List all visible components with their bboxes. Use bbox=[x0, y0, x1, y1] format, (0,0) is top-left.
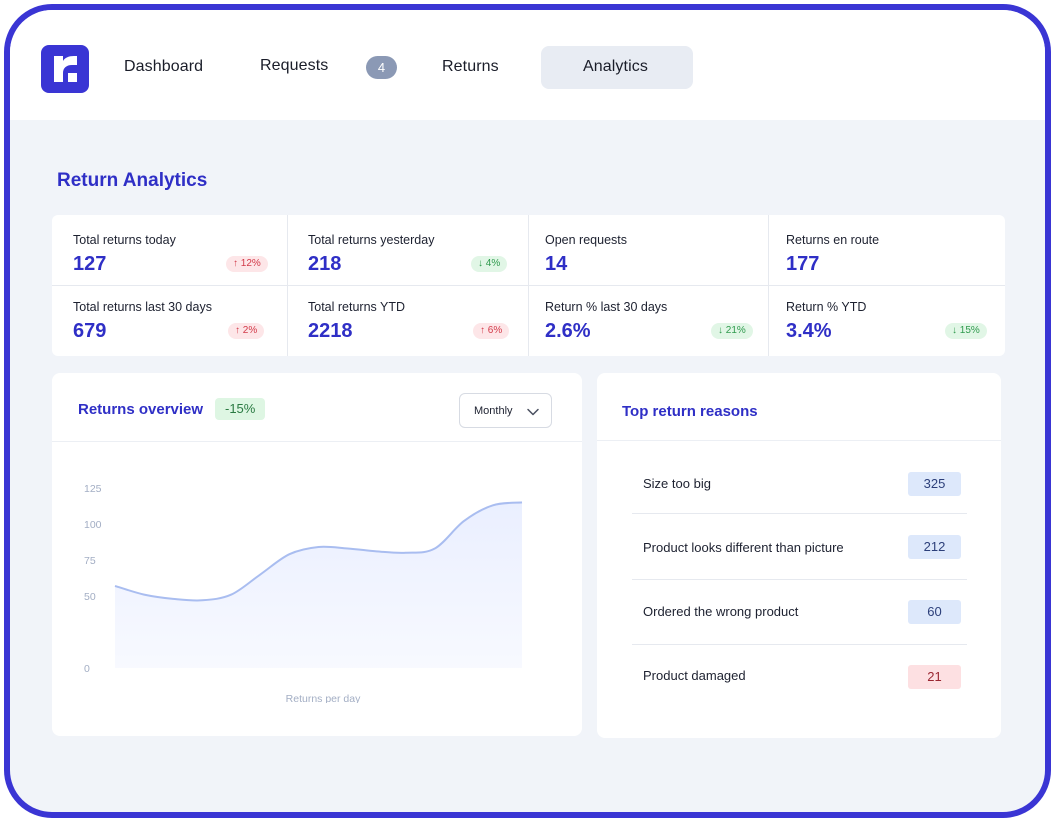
stat-total-returns-today: Total returns today 127 ↑ 12% bbox=[73, 215, 270, 285]
stat-delta-badge: ↓ 21% bbox=[711, 323, 753, 339]
y-tick-label: 0 bbox=[84, 663, 90, 675]
tab-dashboard[interactable]: Dashboard bbox=[124, 58, 204, 75]
reason-row-looks-different: Product looks different than picture 212 bbox=[632, 520, 967, 584]
reason-label: Ordered the wrong product bbox=[643, 604, 799, 619]
period-dropdown[interactable]: Monthly bbox=[459, 393, 552, 428]
chevron-down-icon bbox=[527, 408, 539, 416]
stat-value: 127 bbox=[73, 253, 107, 275]
y-tick-label: 50 bbox=[84, 591, 96, 603]
page-title: Return Analytics bbox=[57, 170, 208, 191]
chart-area-fill bbox=[115, 502, 522, 668]
row-divider bbox=[632, 513, 967, 514]
top-return-reasons-card: Top return reasons Size too big 325 Prod… bbox=[597, 373, 1001, 738]
stat-label: Open requests bbox=[545, 233, 627, 247]
tab-returns[interactable]: Returns bbox=[442, 58, 499, 75]
stat-return-pct-ytd: Return % YTD 3.4% ↓ 15% bbox=[786, 282, 992, 352]
stat-label: Return % last 30 days bbox=[545, 300, 668, 314]
returns-overview-card: Returns overview -15% Monthly 0 50 75 100 12… bbox=[52, 373, 582, 736]
stat-label: Total returns today bbox=[73, 233, 176, 247]
stat-open-requests: Open requests 14 bbox=[545, 215, 751, 285]
stats-grid: Total returns today 127 ↑ 12% Total retu… bbox=[52, 215, 1005, 356]
stat-total-returns-ytd: Total returns YTD 2218 ↑ 6% bbox=[308, 282, 514, 352]
stats-divider bbox=[52, 285, 1005, 286]
reason-row-wrong-product: Ordered the wrong product 60 bbox=[632, 584, 967, 648]
tab-analytics[interactable]: Analytics bbox=[583, 58, 648, 75]
stat-label: Returns en route bbox=[786, 233, 880, 247]
requests-count-badge: 4 bbox=[366, 56, 397, 79]
app-frame: Dashboard Requests 4 Returns Analytics R… bbox=[4, 4, 1051, 818]
tab-requests[interactable]: Requests bbox=[260, 57, 329, 74]
stat-value: 14 bbox=[545, 253, 568, 275]
stat-total-returns-yesterday: Total returns yesterday 218 ↓ 4% bbox=[308, 215, 514, 285]
reason-count: 325 bbox=[908, 472, 961, 496]
row-divider bbox=[632, 579, 967, 580]
stat-returns-en-route: Returns en route 177 bbox=[786, 215, 992, 285]
returns-area-chart: 0 50 75 100 125 Returns per day bbox=[84, 483, 523, 703]
stat-label: Total returns yesterday bbox=[308, 233, 435, 247]
logo-icon bbox=[54, 56, 77, 82]
stat-value: 2.6% bbox=[545, 320, 591, 342]
stat-label: Total returns YTD bbox=[308, 300, 406, 314]
card-divider bbox=[52, 441, 582, 442]
y-tick-label: 125 bbox=[84, 483, 102, 495]
stat-delta-badge: ↓ 15% bbox=[945, 323, 987, 339]
stat-value: 2218 bbox=[308, 320, 353, 342]
chart-series-line bbox=[114, 501, 523, 602]
reason-count: 21 bbox=[908, 665, 961, 689]
reason-row-size-too-big: Size too big 325 bbox=[632, 457, 967, 521]
reason-row-damaged: Product damaged 21 bbox=[632, 649, 967, 713]
stat-delta-badge: ↓ 4% bbox=[471, 256, 508, 272]
stat-label: Return % YTD bbox=[786, 300, 867, 314]
overview-change-badge: -15% bbox=[215, 398, 266, 420]
stat-total-returns-last-30-days: Total returns last 30 days 679 ↑ 2% bbox=[73, 282, 270, 352]
reason-count: 60 bbox=[908, 600, 961, 624]
brand-logo[interactable] bbox=[41, 45, 89, 93]
stat-value: 679 bbox=[73, 320, 107, 342]
reason-label: Product damaged bbox=[643, 668, 746, 683]
stat-return-pct-last-30-days: Return % last 30 days 2.6% ↓ 21% bbox=[545, 282, 753, 352]
reason-count: 212 bbox=[908, 535, 961, 559]
stat-delta-badge: ↑ 2% bbox=[228, 323, 265, 339]
stat-value: 3.4% bbox=[786, 320, 832, 342]
stat-label: Total returns last 30 days bbox=[73, 300, 212, 314]
card-divider bbox=[597, 440, 1001, 441]
stat-delta-badge: ↑ 6% bbox=[473, 323, 510, 339]
x-axis-label: Returns per day bbox=[286, 693, 361, 703]
reason-label: Size too big bbox=[643, 476, 711, 491]
stat-value: 218 bbox=[308, 253, 342, 275]
stat-value: 177 bbox=[786, 253, 820, 275]
top-navigation: Dashboard Requests 4 Returns Analytics bbox=[10, 10, 1045, 120]
row-divider bbox=[632, 644, 967, 645]
y-tick-label: 75 bbox=[84, 555, 96, 567]
period-dropdown-value: Monthly bbox=[474, 405, 513, 417]
overview-title: Returns overview bbox=[78, 401, 204, 418]
tab-analytics-highlight bbox=[541, 46, 693, 89]
reason-label: Product looks different than picture bbox=[643, 540, 844, 555]
reasons-title: Top return reasons bbox=[622, 403, 758, 420]
stat-delta-badge: ↑ 12% bbox=[226, 256, 268, 272]
y-tick-label: 100 bbox=[84, 519, 102, 531]
